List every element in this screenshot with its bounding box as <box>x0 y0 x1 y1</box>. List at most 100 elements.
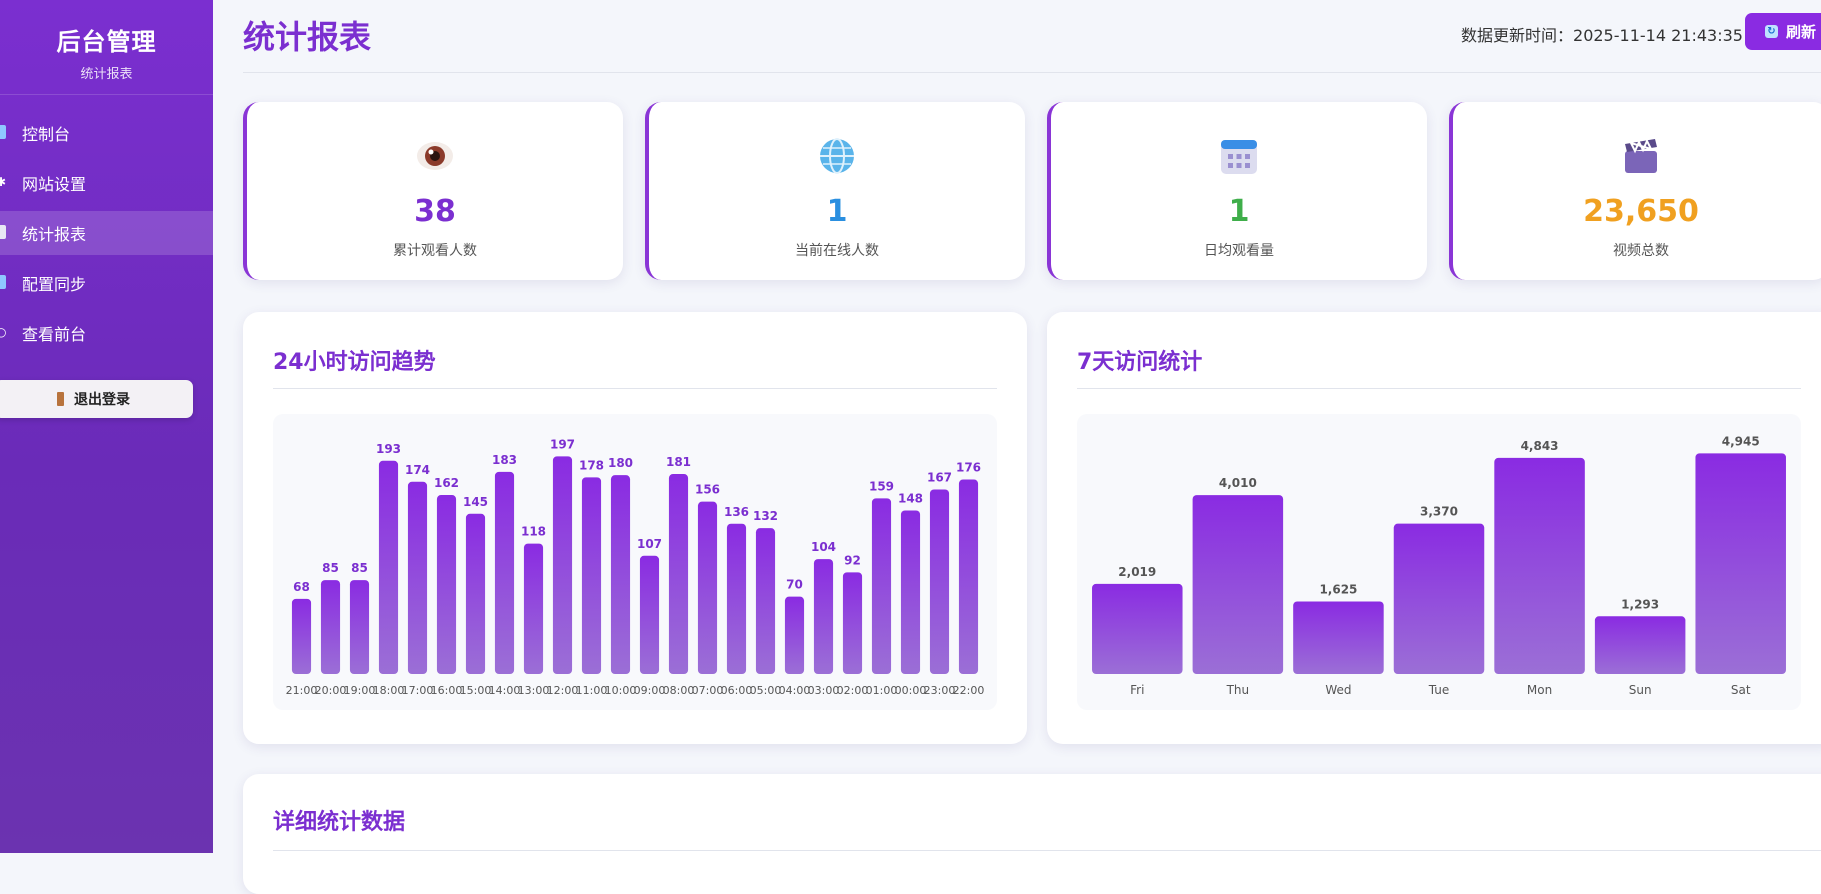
data-label: 132 <box>753 509 778 523</box>
globe-icon <box>820 138 854 174</box>
chart-bar <box>639 555 660 674</box>
tick-label: Sat <box>1731 683 1751 697</box>
tick-label: 11:00 <box>576 684 608 697</box>
panel-divider <box>1077 388 1801 389</box>
sidebar-item-sync[interactable]: 配置同步 <box>0 261 213 305</box>
chart-bar <box>1192 495 1284 674</box>
logout-label: 退出登录 <box>74 392 130 408</box>
weekly-chart-svg: 2,019 Fri 4,010 Thu 1,625 Wed 3,370 Tue 4,843 Mon… <box>1092 434 1786 697</box>
tick-label: Tue <box>1428 683 1450 697</box>
brand-subtitle: 统计报表 <box>80 67 133 82</box>
data-label: 162 <box>434 476 459 490</box>
chart-bar <box>465 513 486 674</box>
tick-label: 10:00 <box>605 684 637 697</box>
update-time: 数据更新时间：2025-11-14 21:43:35 <box>1461 22 1743 46</box>
chart-bar <box>378 460 399 674</box>
tick-label: 12:00 <box>547 684 579 697</box>
tick-label: 16:00 <box>431 684 463 697</box>
chart-bar <box>929 489 950 674</box>
calendar-icon <box>1221 140 1257 174</box>
stat-value: 38 <box>414 194 456 229</box>
sidebar-nav: 控制台 ✱ 网站设置 统计报表 配置同步 ○ 查看前台 <box>0 111 213 355</box>
report-icon <box>0 225 6 239</box>
tick-label: Thu <box>1226 683 1250 697</box>
refresh-button[interactable]: ↻ 刷新 <box>1745 13 1821 50</box>
data-label: 159 <box>869 479 894 493</box>
tick-label: 09:00 <box>634 684 666 697</box>
data-label: 4,945 <box>1722 434 1760 448</box>
sidebar-item-frontend[interactable]: ○ 查看前台 <box>0 311 213 355</box>
chart-bar <box>291 598 312 674</box>
chart-bar <box>523 543 544 674</box>
chart-bar <box>784 596 805 674</box>
chart-bar <box>842 572 863 674</box>
logout-button[interactable]: 退出登录 <box>0 380 193 418</box>
chart-bar <box>871 498 892 674</box>
chart-bar <box>349 580 370 674</box>
data-label: 118 <box>521 525 546 539</box>
sidebar-item-label: 查看前台 <box>22 325 87 344</box>
weekly-chart: 2,019 Fri 4,010 Thu 1,625 Wed 3,370 Tue 4,843 Mon… <box>1077 414 1801 710</box>
chart-bar <box>610 475 631 674</box>
sync-icon <box>0 275 6 289</box>
tick-label: 03:00 <box>808 684 840 697</box>
chart-bar <box>436 495 457 674</box>
chart-bar <box>1293 601 1384 674</box>
tick-label: Mon <box>1527 683 1552 697</box>
sidebar-item-dashboard[interactable]: 控制台 <box>0 111 213 155</box>
data-label: 181 <box>666 455 691 469</box>
data-label: 148 <box>898 491 923 505</box>
stat-label: 累计观看人数 <box>393 243 477 259</box>
brand-title: 后台管理 <box>56 28 157 56</box>
data-label: 4,010 <box>1219 476 1257 490</box>
chart-bar <box>958 479 979 674</box>
chart-bar <box>581 477 602 674</box>
tick-label: 22:00 <box>953 684 985 697</box>
stat-label: 当前在线人数 <box>795 243 879 259</box>
update-time-value: 2025-11-14 21:43:35 <box>1573 26 1743 45</box>
chart-bar <box>1092 583 1183 674</box>
tick-label: Wed <box>1325 683 1351 697</box>
tick-label: Fri <box>1130 683 1144 697</box>
data-label: 178 <box>579 458 604 472</box>
data-label: 85 <box>322 561 339 575</box>
data-label: 174 <box>405 463 430 477</box>
search-icon: ○ <box>0 325 6 339</box>
chart-bar <box>1594 616 1686 674</box>
clapper-icon <box>1625 138 1657 173</box>
tick-label: 08:00 <box>663 684 695 697</box>
chart-bar <box>320 580 341 674</box>
tick-label: 14:00 <box>489 684 521 697</box>
door-icon <box>57 392 64 406</box>
tick-label: 07:00 <box>692 684 724 697</box>
weekly-stats-panel: 7天访问统计 2,019 Fri 4,010 Thu 1,625 Wed 3,370 Tue 4… <box>1047 312 1821 744</box>
stat-card-video-total: 23,650 视频总数 <box>1449 102 1821 280</box>
sidebar-item-settings[interactable]: ✱ 网站设置 <box>0 161 213 205</box>
stat-card-daily-views: 1 日均观看量 <box>1047 102 1427 280</box>
tick-label: 17:00 <box>402 684 434 697</box>
tick-label: 06:00 <box>721 684 753 697</box>
chart-bar <box>407 481 428 674</box>
tick-label: 02:00 <box>837 684 869 697</box>
stat-label: 日均观看量 <box>1204 243 1274 259</box>
sidebar-item-reports[interactable]: 统计报表 <box>0 211 213 255</box>
hourly-trend-panel: 24小时访问趋势 68 21:00 85 20:00 85 19:00 193 18:00 17… <box>243 312 1027 744</box>
tick-label: 01:00 <box>866 684 898 697</box>
chart-bar <box>726 523 747 674</box>
tick-label: 15:00 <box>460 684 492 697</box>
tick-label: 13:00 <box>518 684 550 697</box>
data-label: 197 <box>550 437 575 451</box>
data-label: 183 <box>492 453 517 467</box>
data-label: 4,843 <box>1521 439 1559 453</box>
panel-divider <box>273 850 1821 851</box>
data-label: 68 <box>293 580 310 594</box>
data-label: 70 <box>786 578 803 592</box>
eye-icon <box>417 142 453 170</box>
tick-label: 05:00 <box>750 684 782 697</box>
chart-bar <box>1393 523 1485 674</box>
refresh-icon: ↻ <box>1765 25 1778 38</box>
data-label: 136 <box>724 505 749 519</box>
detail-title: 详细统计数据 <box>273 810 406 835</box>
stat-label: 视频总数 <box>1613 243 1669 259</box>
tick-label: 23:00 <box>924 684 956 697</box>
